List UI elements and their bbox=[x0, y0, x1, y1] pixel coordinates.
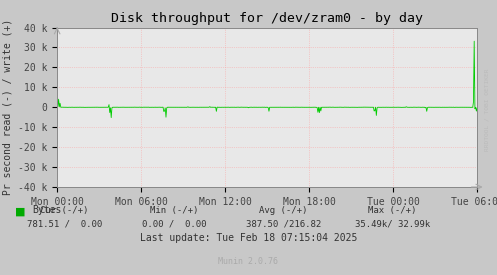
Text: Bytes: Bytes bbox=[32, 205, 62, 215]
Text: Cur (-/+): Cur (-/+) bbox=[40, 206, 89, 215]
Text: Avg (-/+): Avg (-/+) bbox=[259, 206, 308, 215]
Text: 35.49k/ 32.99k: 35.49k/ 32.99k bbox=[355, 220, 430, 229]
Text: 387.50 /216.82: 387.50 /216.82 bbox=[246, 220, 321, 229]
Text: Max (-/+): Max (-/+) bbox=[368, 206, 417, 215]
Text: Last update: Tue Feb 18 07:15:04 2025: Last update: Tue Feb 18 07:15:04 2025 bbox=[140, 233, 357, 243]
Text: RRDTOOL / TOBI OETIKER: RRDTOOL / TOBI OETIKER bbox=[485, 69, 490, 151]
Y-axis label: Pr second read (-) / write (+): Pr second read (-) / write (+) bbox=[2, 19, 12, 195]
Text: ■: ■ bbox=[15, 207, 25, 216]
Text: 781.51 /  0.00: 781.51 / 0.00 bbox=[27, 220, 102, 229]
Text: Munin 2.0.76: Munin 2.0.76 bbox=[219, 257, 278, 266]
Text: 0.00 /  0.00: 0.00 / 0.00 bbox=[142, 220, 206, 229]
Text: Min (-/+): Min (-/+) bbox=[150, 206, 198, 215]
Title: Disk throughput for /dev/zram0 - by day: Disk throughput for /dev/zram0 - by day bbox=[111, 12, 423, 25]
